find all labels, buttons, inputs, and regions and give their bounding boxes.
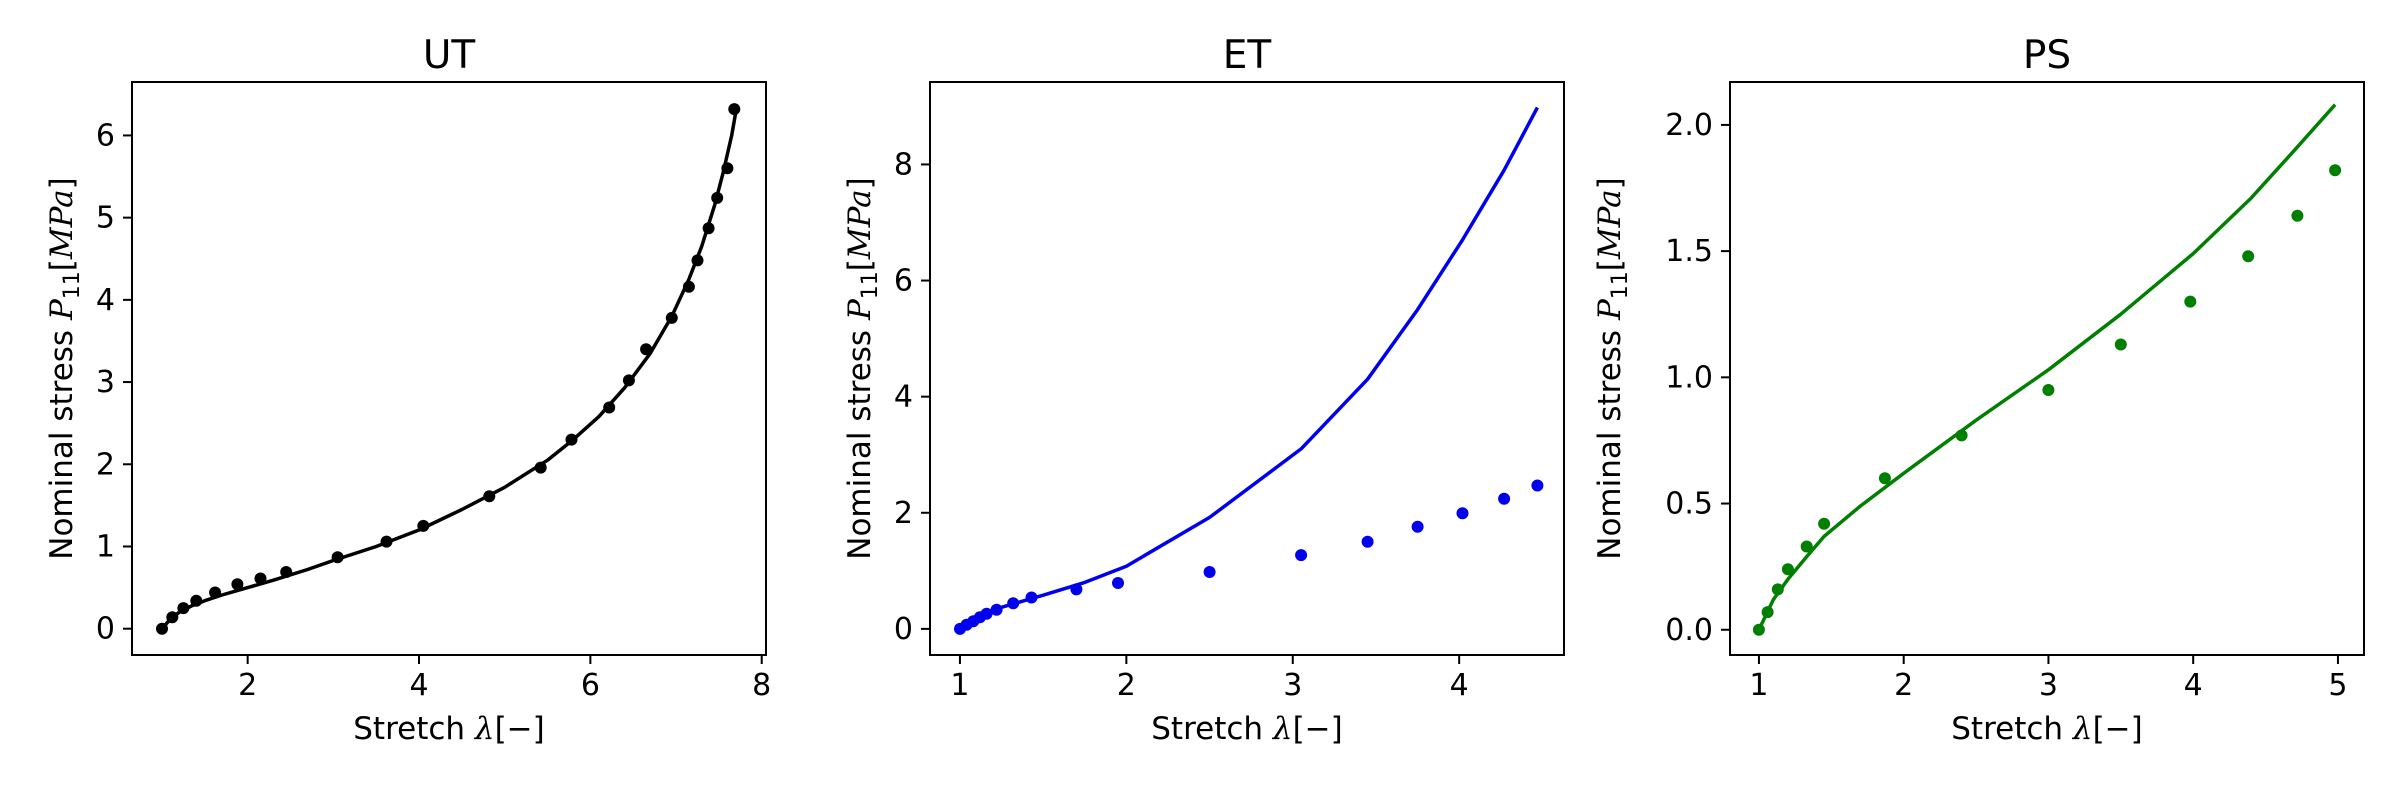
y-tick-label: 4 xyxy=(894,380,913,415)
y-axis-label: Nominal stress P11[MPa] xyxy=(842,177,883,559)
y-tick-label: 6 xyxy=(96,118,115,153)
x-tick-label: 1 xyxy=(1749,668,1768,703)
x-tick-label: 1 xyxy=(950,668,969,703)
fit-line xyxy=(1757,103,2337,631)
y-tick-label: 1.5 xyxy=(1665,234,1713,269)
y-tick-label: 2 xyxy=(96,447,115,482)
axes-frame xyxy=(1729,81,2365,656)
data-point xyxy=(1411,520,1424,533)
x-tick-label: 2 xyxy=(1894,668,1913,703)
data-point xyxy=(2042,384,2055,396)
y-tick-label: 0 xyxy=(96,612,115,647)
x-tick-label: 3 xyxy=(1283,668,1302,703)
x-axis-label: Stretch λ[−] xyxy=(1951,711,2143,747)
data-point xyxy=(2329,164,2342,177)
x-tick-label: 3 xyxy=(2039,668,2058,703)
data-point xyxy=(2291,209,2304,222)
chart-panel-ut: UT 2 4 6 8 0 1 2 3 4 5 6 Stretch λ[−] Nominal stress … xyxy=(44,33,771,747)
y-tick-label: 3 xyxy=(96,365,115,400)
fit-line xyxy=(160,110,738,630)
data-point xyxy=(1456,507,1469,520)
data-point xyxy=(1878,472,1891,485)
y-tick-label: 0.5 xyxy=(1665,487,1713,522)
y-tick-label: 6 xyxy=(894,264,913,299)
fit-line xyxy=(959,106,1539,631)
y-tick-label: 2 xyxy=(894,496,913,531)
chart-title: PS xyxy=(2023,33,2071,78)
x-tick-label: 4 xyxy=(1450,668,1469,703)
x-tick-label: 2 xyxy=(1117,668,1136,703)
y-tick-label: 0 xyxy=(894,612,913,647)
y-tick-label: 1 xyxy=(96,529,115,564)
x-tick-label: 4 xyxy=(2184,668,2203,703)
data-point xyxy=(2114,338,2127,351)
chart-title: UT xyxy=(423,33,476,78)
data-point xyxy=(1818,517,1831,530)
chart-panel-ps: PS 1 2 3 4 5 0.0 0.5 1.0 1.5 2.0 Stretch λ[−] Nomina… xyxy=(1592,33,2365,747)
y-tick-label: 4 xyxy=(96,283,115,318)
axes-frame xyxy=(929,81,1565,656)
data-point xyxy=(1295,549,1308,562)
x-tick-label: 8 xyxy=(752,668,771,703)
x-tick-label: 2 xyxy=(238,668,257,703)
x-tick-label: 4 xyxy=(409,668,428,703)
data-point xyxy=(231,578,244,591)
x-tick-label: 5 xyxy=(2328,668,2347,703)
data-point xyxy=(1800,540,1813,553)
data-point xyxy=(1112,577,1124,589)
y-tick-label: 1.0 xyxy=(1665,360,1713,395)
y-tick-label: 0.0 xyxy=(1665,613,1713,648)
data-point xyxy=(2242,250,2255,263)
y-axis-label: Nominal stress P11[MPa] xyxy=(1592,177,1633,559)
data-point xyxy=(1531,479,1544,492)
y-tick-label: 5 xyxy=(96,201,115,236)
x-axis-label: Stretch λ[−] xyxy=(1151,711,1343,747)
chart-title: ET xyxy=(1223,33,1272,78)
y-axis-label: Nominal stress P11[MPa] xyxy=(44,177,85,559)
x-axis-label: Stretch λ[−] xyxy=(353,711,545,747)
data-point xyxy=(1361,535,1374,548)
x-tick-label: 6 xyxy=(581,668,600,703)
data-point xyxy=(1203,566,1216,578)
data-point xyxy=(1781,563,1794,576)
y-tick-label: 2.0 xyxy=(1665,108,1713,143)
data-point xyxy=(1498,492,1511,505)
data-point xyxy=(2184,295,2197,308)
y-tick-label: 8 xyxy=(894,147,913,182)
chart-panel-et: ET 1 2 3 4 0 2 4 6 8 Stretch λ[−] Nominal stress P1… xyxy=(842,33,1565,747)
axes-frame xyxy=(131,81,767,656)
